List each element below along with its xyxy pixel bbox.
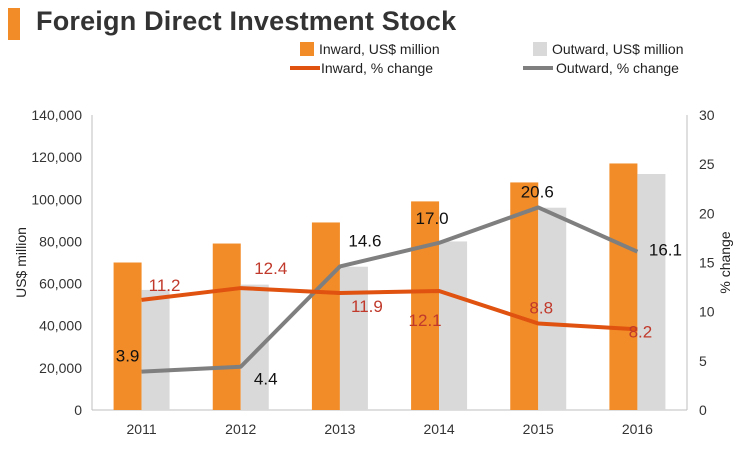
bar-inward <box>212 243 241 410</box>
data-label-inward: 12.4 <box>254 259 287 278</box>
data-label-outward: 17.0 <box>416 209 449 228</box>
data-label-outward: 3.9 <box>116 347 140 366</box>
y-tick-label-left: 100,000 <box>31 191 82 207</box>
x-tick-label: 2011 <box>127 421 157 437</box>
data-label-inward: 11.2 <box>149 276 181 295</box>
y-tick-label-right: 5 <box>699 353 707 369</box>
title-accent-bar <box>8 8 20 40</box>
y-tick-label-left: 40,000 <box>39 318 82 334</box>
legend-label-outward-line: Outward, % change <box>556 60 679 76</box>
data-label-outward: 20.6 <box>521 182 554 201</box>
data-label-outward: 4.4 <box>254 370 278 389</box>
y-tick-label-right: 20 <box>699 205 715 221</box>
x-tick-label: 2014 <box>424 421 455 437</box>
y-tick-label-right: 25 <box>699 156 715 172</box>
y-tick-label-right: 30 <box>699 107 715 123</box>
bar-outward <box>141 289 170 410</box>
legend-swatch-outward-bar <box>533 42 547 56</box>
bar-outward <box>439 241 468 410</box>
bar-inward <box>510 182 539 410</box>
y-tick-label-left: 60,000 <box>39 276 82 292</box>
bar-inward <box>609 163 638 410</box>
x-tick-label: 2012 <box>225 421 256 437</box>
data-label-outward: 16.1 <box>649 241 682 260</box>
data-label-inward: 8.8 <box>529 298 553 317</box>
legend-label-inward-line: Inward, % change <box>321 60 433 76</box>
x-tick-label: 2015 <box>523 421 554 437</box>
bar-inward <box>411 201 440 410</box>
line-inward-change <box>141 286 638 332</box>
y-tick-label-right: 10 <box>699 304 715 320</box>
y-axis-title-right: % change <box>717 231 733 293</box>
y-tick-label-left: 140,000 <box>31 107 82 123</box>
data-label-inward: 8.2 <box>629 322 653 341</box>
data-label-inward: 12.1 <box>409 311 442 330</box>
bar-outward <box>637 174 666 410</box>
bar-outward <box>240 284 269 410</box>
y-tick-label-left: 20,000 <box>39 360 82 376</box>
y-tick-label-left: 120,000 <box>31 149 82 165</box>
chart-title: Foreign Direct Investment Stock <box>36 6 457 36</box>
x-tick-label: 2016 <box>622 421 653 437</box>
legend-label-outward-bar: Outward, US$ million <box>552 41 684 57</box>
data-label-inward: 11.9 <box>351 297 383 316</box>
y-tick-label-left: 0 <box>74 402 82 418</box>
bar-inward <box>113 262 142 410</box>
bar-outward <box>538 207 567 410</box>
line-outward-change <box>141 205 639 374</box>
data-label-outward: 14.6 <box>348 231 381 250</box>
legend-swatch-inward-bar <box>300 42 314 56</box>
y-axis-title-left: US$ million <box>13 227 29 298</box>
bar-outward <box>339 266 368 410</box>
y-tick-label-right: 15 <box>699 255 715 271</box>
legend-label-inward-bar: Inward, US$ million <box>319 41 440 57</box>
y-tick-label-right: 0 <box>699 402 707 418</box>
y-tick-label-left: 80,000 <box>39 233 82 249</box>
x-tick-label: 2013 <box>324 421 355 437</box>
bar-inward <box>311 222 340 410</box>
